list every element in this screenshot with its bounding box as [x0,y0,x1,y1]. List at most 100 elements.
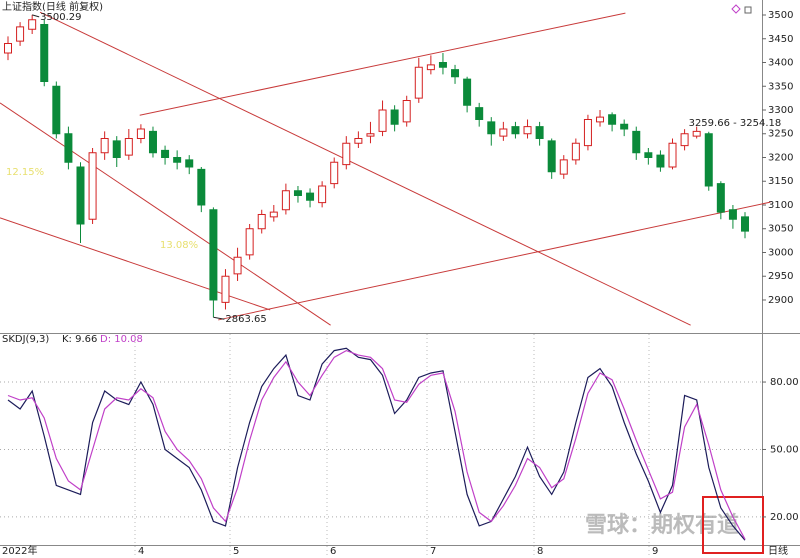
pointer [213,316,225,320]
candle-body [463,78,472,106]
candle-body [269,211,278,218]
pointer [32,14,40,18]
candle-body [173,156,182,163]
y-tick-label: 3200 [768,152,793,163]
candle-body [64,133,73,163]
candle-body [112,140,121,158]
candle-body [620,123,629,130]
candle-body [596,116,605,123]
candle-body [221,275,230,303]
candle-body [318,185,327,204]
trend-line [218,201,771,321]
candle-body [185,159,194,168]
chart-title: 上证指数(日线 前复权) [2,0,103,13]
candle-body [378,109,387,132]
y-tick-label: 20.00 [770,512,799,523]
k-label: K: 9.66 [62,334,97,345]
x-tick-label: 8 [537,546,543,557]
candle-body [4,43,12,54]
trend-line [0,102,331,326]
y-tick-label: 3300 [768,105,793,116]
x-tick-label: 7 [430,546,436,557]
candle-body [293,190,302,196]
y-tick-label: 3500 [768,10,793,21]
indicator-line [7,347,746,541]
low-label: 2863.65 [225,314,266,325]
y-tick-label: 3100 [768,200,793,211]
candle-body [88,152,97,220]
candle-body [76,166,85,225]
trend-line [39,11,691,326]
indicator-name: SKDJ(9,3) [2,334,49,345]
candle-body [704,133,713,187]
candle-body [148,130,157,154]
candle-body [209,209,218,301]
y-tick-label: 3400 [768,58,793,69]
candle-body [402,100,411,123]
icon [731,4,741,14]
candle-body [668,142,677,168]
candle-body [426,64,435,71]
candle-body [680,133,689,147]
x-tick-label: 5 [233,546,239,557]
toolbar-icons [731,4,752,14]
candle-body [692,130,701,137]
candle-body [487,121,496,135]
candle-body [632,130,641,154]
high-label: 3500.29 [40,12,81,23]
pct-label: 12.15% [6,167,44,178]
y-tick-label: 3150 [768,176,793,187]
y-tick-label: 3350 [768,81,793,92]
candle-body [741,216,749,232]
y-tick-label: 50.00 [770,444,799,455]
x-tick-label: 4 [138,546,144,557]
candle-body [547,140,556,173]
candle-body [511,126,520,135]
candle-body [124,137,133,156]
candle-body [438,62,447,68]
candle-body [136,128,145,139]
y-tick-label: 3000 [768,247,793,258]
candle-body [366,133,375,137]
candle-body [281,190,290,211]
candle-body [197,168,206,206]
candle-body [583,118,592,147]
candle-body [535,126,544,139]
y-tick-label: 2900 [768,295,793,306]
candle-body [161,149,170,158]
y-tick-label: 3450 [768,34,793,45]
candle-body [100,137,109,154]
y-tick-label: 80.00 [770,377,799,388]
candle-body [306,192,315,201]
watermark: 雪球：期权有道 [585,512,739,538]
x-tick-label: 9 [652,546,658,557]
candle-body [499,128,508,137]
y-tick-label: 2950 [768,271,793,282]
indicator-line [7,349,746,540]
candle-body [656,154,665,168]
candle-body [571,142,580,161]
y-tick-label: 3250 [768,129,793,140]
candle-body [16,26,25,42]
candle-body [716,183,725,213]
candle-body [233,256,242,275]
period-label: 日线 [768,544,788,557]
candle-body [330,161,339,185]
candle-body [52,85,61,135]
candle-body [644,152,653,158]
pct-label: 13.08% [160,240,198,251]
candle-body [523,126,532,135]
candle-body [414,66,423,99]
range-label: 3259.66 - 3254.18 [689,118,782,129]
candle-body [728,209,737,220]
candle-body [245,228,254,256]
candle-body [390,109,399,125]
candle-body [608,114,617,125]
x-tick-label: 2022年 [2,544,37,557]
candle-body [40,24,49,83]
candle-body [475,107,484,120]
candle-body [28,19,37,30]
